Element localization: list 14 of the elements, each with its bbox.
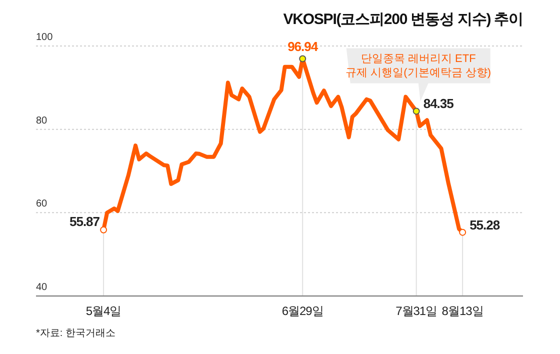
annotation: 단일종목 레버리지 ETF 규제 시행일(기본예탁금 상향) (346, 53, 492, 80)
data-label: 55.87 (69, 214, 100, 229)
text: *자료: 한국거래소 (36, 328, 116, 339)
y-tick-label: 100 (36, 32, 54, 43)
x-tick-label: 5월4일 (86, 304, 122, 318)
chart-title: VKOSPI(코스피200 변동성 지수) 추이 (283, 11, 523, 28)
y-tick-label: 80 (36, 115, 48, 126)
x-tick-label: 7월31일 (396, 304, 438, 318)
x-tick-label: 8월13일 (442, 304, 484, 318)
data-label: 55.28 (470, 217, 500, 232)
x-tick-label: 6월29일 (282, 304, 324, 318)
y-tick-label: 60 (36, 198, 48, 210)
data-label: 96.94 (288, 38, 319, 54)
y-tick-label: 40 (36, 282, 48, 293)
